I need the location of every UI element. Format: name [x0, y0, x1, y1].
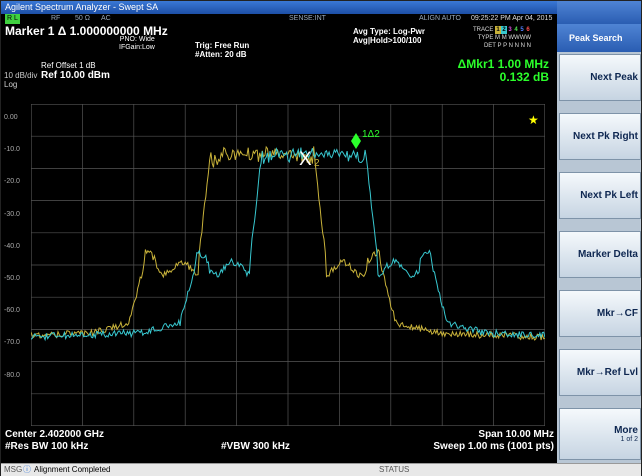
delta-marker-diamond — [351, 133, 361, 149]
softkey-label: Marker Delta — [577, 249, 638, 260]
span: Span 10.00 MHz — [478, 429, 554, 440]
rbw: #Res BW 100 kHz — [5, 441, 89, 452]
sense-label: SENSE:INT — [289, 15, 326, 22]
trace-num: 5 — [520, 27, 524, 33]
star-icon: ★ — [528, 113, 539, 127]
center-freq: Center 2.402000 GHz — [5, 429, 104, 440]
ohm-label: 50 Ω — [75, 15, 90, 22]
message-bar: MSG ⓘ Alignment Completed STATUS — [1, 463, 641, 476]
softkey-label: More — [614, 425, 638, 436]
softkey-label: Mkr→Ref Lvl — [576, 367, 638, 378]
det-values: P P N N N N — [497, 43, 532, 49]
ac-label: AC — [101, 15, 111, 22]
trace-num: 6 — [526, 27, 530, 33]
status-tag: STATUS — [379, 465, 410, 474]
marker-delta-freq: ΔMkr1 1.00 MHz — [457, 57, 549, 71]
delta-marker-label: 1Δ2 — [362, 129, 380, 140]
next-peak-button[interactable]: Next Peak — [559, 54, 641, 101]
pno-info: PNO: Wide IFGain:Low — [119, 36, 155, 52]
softkey-sublabel: 1 of 2 — [620, 436, 638, 443]
type-values: M M WWWW — [495, 35, 532, 41]
softkey-label: Next Peak — [590, 72, 638, 83]
measurement-header: Marker 1 Δ 1.000000000 MHz PNO: Wide IFG… — [1, 24, 557, 76]
align-label: ALIGN AUTO — [419, 15, 461, 22]
ref-marker: X — [299, 149, 312, 170]
y-axis-label: -20.0 — [4, 178, 20, 186]
trace-num: 3 — [508, 27, 512, 33]
softkey-label: Next Pk Right — [572, 131, 638, 142]
trace-num: 1 — [495, 26, 502, 34]
next-pk-right-button[interactable]: Next Pk Right — [559, 113, 641, 160]
window-title: Agilent Spectrum Analyzer - Swept SA — [5, 2, 159, 12]
avg-info: Avg Type: Log-Pwr Avg|Hold>100/100 — [353, 27, 425, 45]
rf-label: RF — [51, 15, 61, 22]
marker-delta-button[interactable]: Marker Delta — [559, 231, 641, 278]
title-bar: Agilent Spectrum Analyzer - Swept SA — [1, 1, 557, 14]
softkey-label: Mkr→CF — [596, 308, 638, 319]
trig-info: Trig: Free Run #Atten: 20 dB — [195, 41, 249, 59]
ref-marker-sub: 2 — [314, 158, 320, 169]
trace-label: TRACE — [473, 27, 494, 33]
more-button[interactable]: More 1 of 2 — [559, 408, 641, 460]
trig-label: Trig: Free Run — [195, 41, 250, 50]
ref-offset: Ref Offset 1 dB — [41, 61, 96, 70]
reference-info: Ref Offset 1 dB Ref 10.00 dBm — [41, 61, 110, 81]
status-row: R L RF 50 Ω AC SENSE:INT ALIGN AUTO 09:2… — [1, 14, 557, 24]
det-label: DET — [483, 43, 496, 49]
sweep: Sweep 1.00 ms (1001 pts) — [433, 441, 554, 452]
bottom-annotations: Center 2.402000 GHz Span 10.00 MHz #Res … — [1, 429, 557, 463]
y-axis-label: -80.0 — [4, 371, 20, 379]
graticule — [31, 104, 545, 426]
pno-label: PNO: Wide — [119, 36, 155, 43]
y-axis-label: -30.0 — [4, 210, 20, 218]
trace-num: 2 — [501, 26, 508, 34]
trace-2 — [31, 147, 545, 342]
y-axis-label: -10.0 — [4, 146, 20, 154]
mkr-ref-lvl-button[interactable]: Mkr→Ref Lvl — [559, 349, 641, 396]
timestamp: 09:25:22 PM Apr 04, 2015 — [471, 15, 553, 22]
next-pk-left-button[interactable]: Next Pk Left — [559, 172, 641, 219]
avg-type-label: Avg Type: Log-Pwr — [353, 27, 425, 36]
softkey-menu-title: Peak Search — [557, 24, 641, 52]
scale-info: 10 dB/div Log — [4, 71, 37, 89]
softkey-top-bar — [557, 1, 641, 24]
vbw: #VBW 300 kHz — [221, 441, 290, 452]
softkey-label: Next Pk Left — [580, 190, 638, 201]
y-axis-label: -50.0 — [4, 275, 20, 282]
trace-1 — [31, 145, 545, 341]
ref-level: Ref 10.00 dBm — [41, 70, 110, 81]
msg-tag: MSG — [4, 465, 23, 474]
y-axis-label: -40.0 — [4, 242, 20, 250]
marker-readout: ΔMkr1 1.00 MHz 0.132 dB — [458, 58, 549, 84]
ifgain-label: IFGain:Low — [119, 44, 155, 51]
marker-title: Marker 1 Δ 1.000000000 MHz — [5, 24, 168, 38]
y-axis-label: -70.0 — [4, 339, 20, 347]
scale-log: Log — [4, 80, 18, 89]
trace-num: 4 — [514, 27, 518, 33]
type-label: TYPE — [477, 35, 494, 41]
atten-label: #Atten: 20 dB — [195, 50, 247, 59]
marker-delta-value: 0.132 dB — [499, 70, 549, 84]
rl-indicator: R L — [5, 14, 20, 24]
mkr-cf-button[interactable]: Mkr→CF — [559, 290, 641, 337]
scale-per-div: 10 dB/div — [4, 71, 38, 80]
msg-text: Alignment Completed — [34, 465, 111, 474]
y-axis-label: -60.0 — [4, 307, 20, 315]
info-icon: ⓘ — [23, 465, 31, 474]
spectrum-plot[interactable]: X 2 1Δ2 — [31, 104, 545, 426]
y-axis-label: 0.00 — [4, 114, 18, 121]
avg-hold-label: Avg|Hold>100/100 — [353, 36, 422, 45]
